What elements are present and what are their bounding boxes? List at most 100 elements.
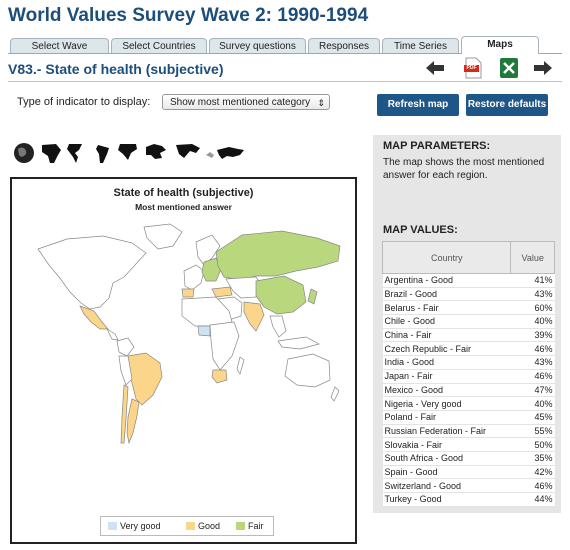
- cell-country: China - Fair: [382, 328, 511, 343]
- cell-value: 42%: [510, 465, 555, 480]
- map-country-peru-bolivia: [118, 355, 133, 386]
- map-country-nigeria: [197, 325, 211, 337]
- map-country-indonesia: [277, 336, 320, 350]
- arrow-right-icon[interactable]: [532, 58, 554, 78]
- tab-survey-questions[interactable]: Survey questions: [209, 38, 306, 53]
- excel-icon[interactable]: [499, 57, 519, 79]
- page-title: World Values Survey Wave 2: 1990-1994: [8, 5, 369, 26]
- side-panel: MAP PARAMETERS: The map shows the most m…: [373, 135, 561, 513]
- map-country-spain: [181, 288, 195, 298]
- cell-country: Brazil - Good: [382, 287, 511, 302]
- table-row: Czech Republic - Fair 46%: [382, 341, 555, 357]
- cell-value: 40%: [510, 314, 555, 329]
- map-country-scandinavia: [195, 234, 221, 266]
- map-title: State of health (subjective): [113, 187, 254, 199]
- table-row: Mexico - Good 47%: [382, 383, 555, 398]
- table-row: Nigeria - Very good 40%: [382, 396, 555, 411]
- south-america-region-icon[interactable]: [96, 145, 109, 163]
- world-region-icon[interactable]: [14, 143, 34, 163]
- cell-country: Turkey - Good: [382, 492, 511, 507]
- middle-east-region-icon[interactable]: [176, 144, 200, 158]
- map-country-colombia: [116, 337, 135, 357]
- divider: [8, 81, 562, 82]
- tab-select-countries[interactable]: Select Countries: [111, 38, 207, 53]
- cell-value: 35%: [510, 451, 555, 466]
- cell-country: Poland - Fair: [382, 410, 511, 425]
- cell-value: 44%: [510, 492, 555, 507]
- tab-bar: Select Wave Select Countries Survey ques…: [8, 36, 562, 54]
- cell-country: Belarus - Fair: [382, 300, 511, 316]
- map-values-heading: MAP VALUES:: [383, 224, 458, 236]
- tab-maps[interactable]: Maps: [461, 36, 539, 54]
- cell-value: 47%: [510, 383, 555, 398]
- table-row: Turkey - Good 44%: [382, 492, 555, 507]
- map-subtitle: Most mentioned answer: [135, 202, 232, 212]
- map-country-china: [255, 275, 307, 315]
- map-country-central-america: [106, 328, 119, 341]
- cell-value: 41%: [510, 273, 555, 288]
- map-parameters-text: The map shows the most mentioned answer …: [383, 157, 545, 181]
- cell-country: South Africa - Good: [382, 451, 511, 466]
- map-country-new-zealand: [330, 386, 340, 402]
- table-row: Slovakia - Fair 50%: [382, 437, 555, 452]
- refresh-map-button[interactable]: Refresh map: [377, 94, 459, 116]
- cell-value: 39%: [510, 328, 555, 343]
- map-country-russia: [215, 230, 341, 281]
- chevron-updown-icon: ⇕: [317, 98, 325, 108]
- cell-value: 43%: [510, 287, 555, 302]
- cell-value: 43%: [510, 355, 555, 370]
- table-row: Switzerland - Good 46%: [382, 478, 555, 493]
- cell-country: Spain - Good: [382, 465, 511, 480]
- arrow-left-icon[interactable]: [424, 58, 446, 78]
- table-row: Argentina - Good 41%: [382, 273, 555, 288]
- map-country-north-america: [37, 235, 147, 310]
- cell-country: Slovakia - Fair: [382, 437, 511, 452]
- indicator-select[interactable]: Show most mentioned category ⇕: [162, 94, 330, 110]
- table-row: Belarus - Fair 60%: [382, 300, 555, 316]
- legend-label-fair: Fair: [248, 521, 264, 531]
- map-country-argentina: [126, 398, 140, 445]
- map-container: State of health (subjective) Most mentio…: [10, 177, 357, 544]
- cell-value: 45%: [510, 410, 555, 425]
- tab-select-wave[interactable]: Select Wave: [10, 38, 109, 53]
- africa-region-icon[interactable]: [42, 144, 61, 163]
- cell-country: Mexico - Good: [382, 383, 511, 398]
- restore-defaults-button[interactable]: Restore defaults: [466, 94, 548, 116]
- tab-time-series[interactable]: Time Series: [382, 38, 459, 53]
- column-header-value: Value: [510, 241, 555, 274]
- legend-label-very-good: Very good: [120, 521, 161, 531]
- asia-region-icon[interactable]: [206, 147, 244, 159]
- cell-country: Argentina - Good: [382, 273, 511, 288]
- map-country-japan: [307, 288, 318, 305]
- table-row: Spain - Good 42%: [382, 465, 555, 480]
- map-country-eastern-europe: [201, 257, 222, 282]
- cell-value: 46%: [510, 478, 555, 493]
- cell-value: 46%: [510, 341, 555, 357]
- north-america-region-icon[interactable]: [118, 144, 137, 160]
- table-row: Poland - Fair 45%: [382, 410, 555, 425]
- europe-region-icon[interactable]: [146, 144, 166, 159]
- cell-country: Chile - Good: [382, 314, 511, 329]
- column-header-country: Country: [381, 241, 512, 274]
- legend-swatch-fair: [236, 522, 245, 530]
- table-row: Brazil - Good 43%: [382, 287, 555, 302]
- cell-country: Czech Republic - Fair: [382, 341, 511, 357]
- map-parameters-heading: MAP PARAMETERS:: [383, 140, 491, 152]
- cell-value: 60%: [510, 300, 555, 316]
- map-country-turkey: [211, 286, 233, 298]
- tab-responses[interactable]: Responses: [308, 38, 380, 53]
- table-row: Chile - Good 40%: [382, 314, 555, 329]
- america-region-icon[interactable]: [67, 144, 82, 163]
- map-country-greenland: [143, 223, 183, 250]
- map-country-southeast-asia: [269, 315, 287, 338]
- map-country-australia: [284, 353, 331, 388]
- table-row: China - Fair 39%: [382, 328, 555, 343]
- table-row: Russian Federation - Fair 55%: [382, 424, 555, 439]
- cell-value: 40%: [510, 396, 555, 411]
- world-map[interactable]: [20, 219, 347, 454]
- pdf-icon[interactable]: PDF: [463, 57, 483, 79]
- cell-value: 46%: [510, 369, 555, 384]
- cell-value: 55%: [510, 424, 555, 439]
- region-selector: [14, 143, 244, 163]
- cell-country: India - Good: [382, 355, 511, 370]
